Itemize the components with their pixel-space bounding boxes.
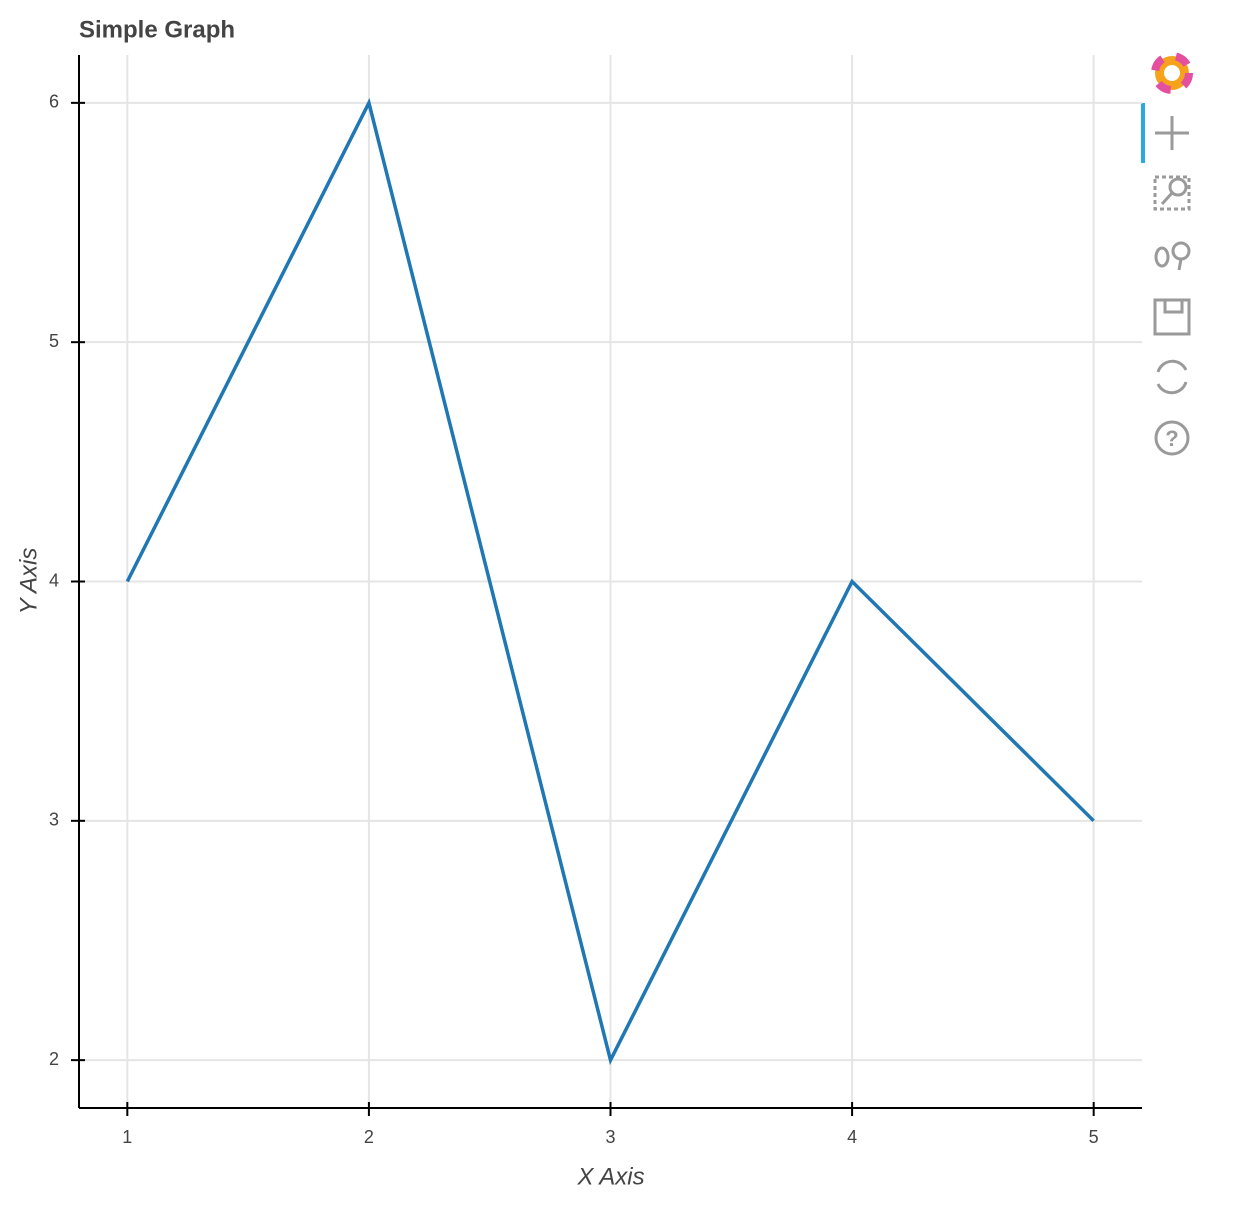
x-axis-label: X Axis [576,1163,644,1190]
x-tick-label: 1 [122,1127,132,1147]
x-tick-label: 5 [1089,1127,1099,1147]
reset-tool[interactable] [1156,359,1188,395]
save-tool[interactable] [1153,298,1191,336]
x-tick-label: 3 [605,1127,615,1147]
y-axis-label: Y Axis [15,548,42,615]
bokeh-logo [1151,52,1193,94]
wheel-zoom-tool[interactable] [1154,241,1191,271]
box-zoom-tool[interactable] [1153,175,1191,211]
pan-tool[interactable] [1155,116,1189,150]
y-tick-label: 4 [49,570,59,590]
svg-text:?: ? [1165,426,1178,451]
y-tick-label: 5 [49,331,59,351]
data-line [125,97,1095,1066]
chart-title: Simple Graph [79,16,235,43]
toolbar: ? [1141,52,1193,456]
y-tick-label: 6 [49,92,59,112]
x-tick-label: 2 [364,1127,374,1147]
y-tick-label: 2 [49,1049,59,1069]
active-tool-indicator [1141,103,1145,163]
x-tick-label: 4 [847,1127,857,1147]
help-tool[interactable]: ? [1154,420,1190,456]
y-tick-label: 3 [49,810,59,830]
